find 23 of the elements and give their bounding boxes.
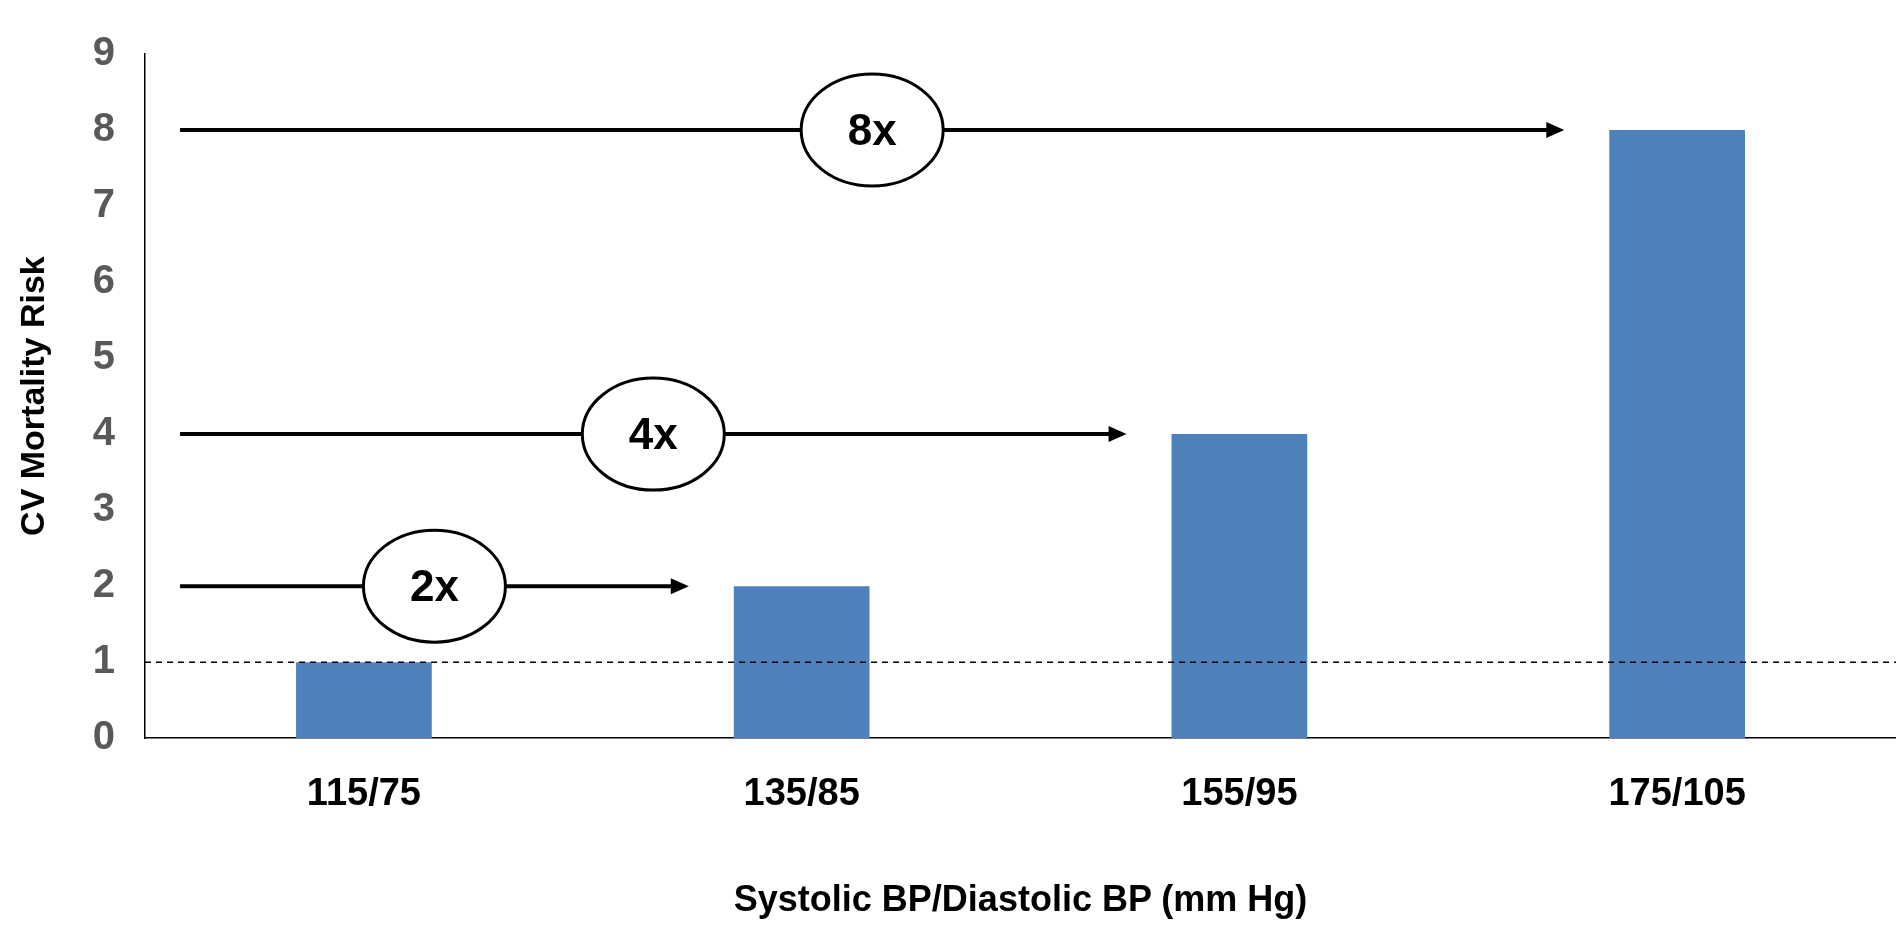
y-tick-label: 9 xyxy=(92,29,116,74)
y-tick-label: 5 xyxy=(92,333,116,378)
y-tick-label: 7 xyxy=(92,181,116,226)
y-tick-label: 8 xyxy=(92,105,116,150)
x-tick-label: 115/75 xyxy=(306,771,421,814)
y-tick-label: 4 xyxy=(92,409,116,454)
y-tick-label: 1 xyxy=(92,637,116,682)
annotation: 2x xyxy=(409,561,459,612)
y-tick-label: 6 xyxy=(92,257,116,302)
y-tick-label: 3 xyxy=(92,485,116,530)
y-axis-title: CV Mortality Risk xyxy=(12,256,51,536)
annotation: 4x xyxy=(628,409,678,460)
bar xyxy=(733,586,870,739)
x-axis-title: Systolic BP/Diastolic BP (mm Hg) xyxy=(733,878,1308,920)
y-tick-label: 2 xyxy=(92,561,116,606)
annotation: 8x xyxy=(847,105,897,156)
bar xyxy=(1609,130,1745,739)
x-tick-label: 175/105 xyxy=(1608,771,1746,814)
x-tick-label: 155/95 xyxy=(1181,771,1298,814)
bar xyxy=(296,662,432,739)
y-tick-label: 0 xyxy=(92,713,116,758)
x-tick-label: 135/85 xyxy=(743,771,860,814)
bar xyxy=(1171,434,1308,739)
